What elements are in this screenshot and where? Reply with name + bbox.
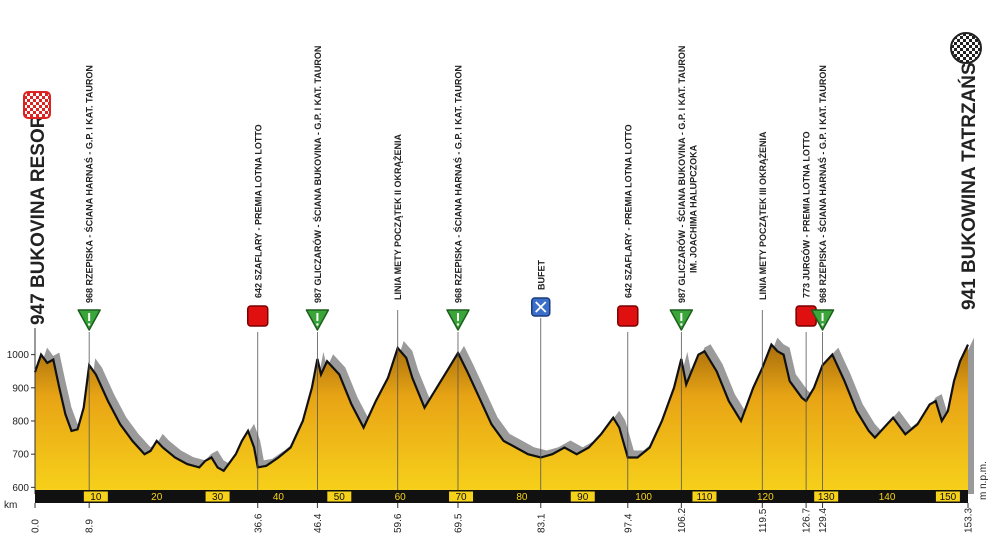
- x-unit: km: [4, 500, 17, 511]
- km-box: [266, 491, 291, 502]
- marker-km: 8.9: [85, 519, 96, 533]
- marker-text: 968 RZEPISKA - ŚCIANA HARNAŚ - G.P. I KA…: [84, 65, 95, 303]
- km-box: [388, 491, 413, 502]
- km-box: [509, 491, 534, 502]
- sprint-icon: [617, 305, 639, 327]
- marker-km: 126.7: [802, 508, 813, 533]
- x-tick-label: 10: [90, 492, 102, 503]
- marker-km: 129.4: [818, 508, 829, 533]
- marker-text: 773 JURGÓW - PREMIA LOTNA LOTTO: [801, 131, 812, 298]
- km-box: [327, 491, 352, 502]
- km-box: [875, 491, 900, 502]
- x-tick-label: 30: [212, 492, 224, 503]
- km-box: [935, 491, 960, 502]
- x-tick-label: 120: [757, 492, 774, 503]
- marker-text: LINIA METY POCZĄTEK III OKRĄŻENIA: [758, 131, 768, 300]
- x-tick-label: 50: [334, 492, 346, 503]
- climb-dot: [680, 323, 683, 326]
- x-tick-label: 90: [577, 492, 589, 503]
- marker-km: 153.3: [964, 508, 975, 533]
- marker-km: 69.5: [453, 513, 464, 533]
- x-tick-label: 150: [940, 492, 957, 503]
- marker-km: 83.1: [536, 513, 547, 533]
- start-label: 947 BUKOVINA RESORT: [28, 103, 49, 325]
- x-tick-label: 110: [696, 492, 712, 503]
- sprint-icon: [247, 305, 269, 327]
- marker-km: 36.6: [253, 513, 264, 533]
- start-flag: [23, 91, 51, 119]
- climb-dot: [456, 323, 460, 326]
- x-tick-label: 80: [516, 492, 528, 503]
- y-tick-label: 600: [12, 483, 29, 494]
- y-unit: m n.p.m.: [978, 461, 989, 500]
- climb-dot: [316, 323, 319, 326]
- km-box: [814, 491, 839, 502]
- y-tick-label: 700: [12, 450, 29, 461]
- km-box: [83, 491, 108, 502]
- marker-text: BUFET: [536, 260, 546, 290]
- marker-km: 46.4: [313, 513, 324, 533]
- climb-dot: [87, 323, 91, 326]
- km-box: [753, 491, 778, 502]
- profile-area: [35, 344, 968, 494]
- feed-mark: [535, 301, 547, 313]
- finish-flag: [950, 32, 982, 64]
- marker-text: LINIA METY POCZĄTEK II OKRĄŻENIA: [393, 133, 403, 300]
- marker-text-2: IM. JOACHIMA HALUPCZOKA: [688, 144, 698, 273]
- x-tick-label: 130: [818, 492, 835, 503]
- x-tick-label: 140: [879, 492, 896, 503]
- x-tick-label: 20: [151, 492, 163, 503]
- km-box: [570, 491, 595, 502]
- marker-text: 642 SZAFLARY - PREMIA LOTNA LOTTO: [623, 124, 633, 298]
- marker-km: 119.5: [758, 508, 769, 533]
- sprint-icon: [795, 305, 817, 327]
- x-tick-label: 100: [635, 492, 652, 503]
- marker-text: 968 RZEPISKA - ŚCIANA HARNAŚ - G.P. I KA…: [817, 65, 828, 303]
- y-tick-label: 1000: [7, 350, 30, 361]
- km-box: [631, 491, 656, 502]
- marker-km: 59.6: [393, 513, 404, 533]
- marker-text: 968 RZEPISKA - ŚCIANA HARNAŚ - G.P. I KA…: [452, 65, 463, 303]
- y-tick-label: 800: [12, 416, 29, 427]
- y-tick-label: 900: [12, 383, 29, 394]
- km-box: [449, 491, 474, 502]
- profile-line: [33, 342, 969, 473]
- marker-text: 987 GLICZARÓW - ŚCIANA BUKOVINA - G.P. I…: [676, 46, 687, 303]
- km-box: [144, 491, 169, 502]
- marker-km: 97.4: [623, 513, 634, 533]
- x-tick-label: 60: [395, 492, 407, 503]
- marker-text: 987 GLICZARÓW - ŚCIANA BUKOVINA - G.P. I…: [312, 46, 323, 303]
- km-box: [692, 491, 717, 502]
- climb-dot: [821, 323, 824, 326]
- marker-km: 106.2: [677, 508, 688, 533]
- x-tick-label: 70: [455, 492, 467, 503]
- marker-km: 0.0: [31, 519, 42, 533]
- km-box: [205, 491, 230, 502]
- finish-label: 941 BUKOWINA TATRZAŃSKA: [958, 35, 980, 310]
- marker-text: 642 SZAFLARY - PREMIA LOTNA LOTTO: [253, 124, 263, 298]
- x-tick-label: 40: [273, 492, 285, 503]
